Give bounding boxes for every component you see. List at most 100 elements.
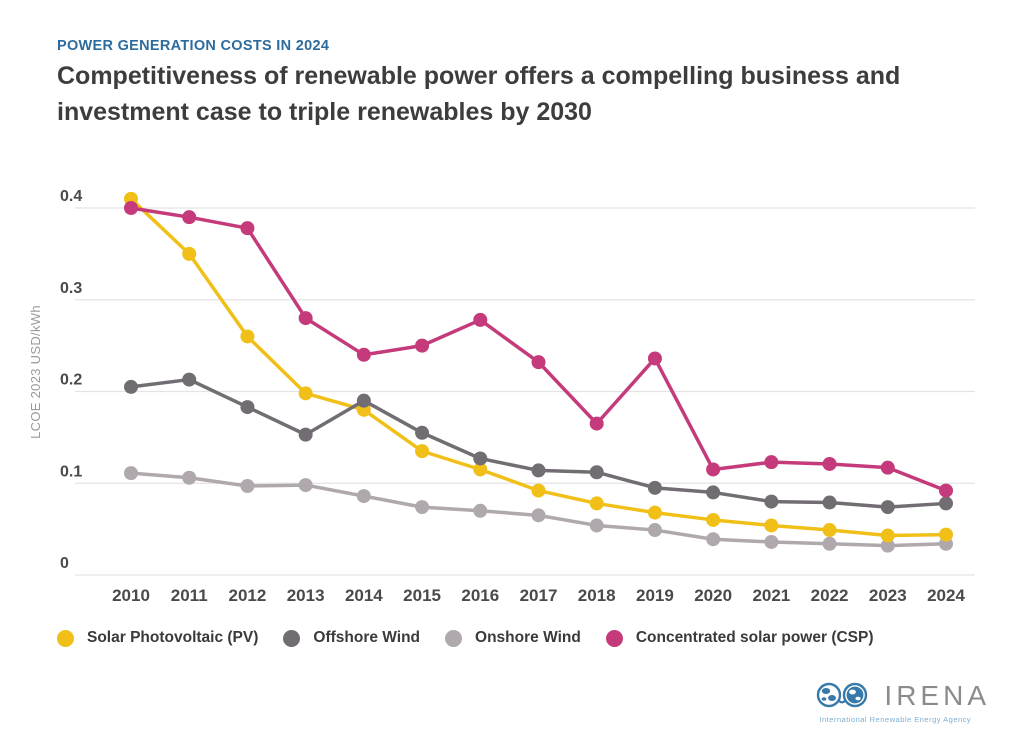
series-point-offshore-wind	[939, 496, 953, 511]
series-point-solar-photovoltaic-pv	[880, 528, 895, 543]
x-tick-label: 2021	[752, 586, 790, 605]
x-tick-label: 2014	[345, 586, 383, 605]
x-tick-label: 2018	[578, 586, 616, 605]
x-tick-label: 2010	[112, 586, 150, 605]
x-tick-label: 2023	[869, 586, 907, 605]
page-title: Competitiveness of renewable power offer…	[57, 58, 977, 130]
series-point-solar-photovoltaic-pv	[706, 512, 721, 527]
legend-item-onshore-wind: Onshore Wind	[445, 629, 581, 647]
x-tick-label: 2019	[636, 586, 674, 605]
legend-label-solar-photovoltaic-pv: Solar Photovoltaic (PV)	[87, 629, 259, 646]
series-point-offshore-wind	[822, 495, 837, 510]
series-point-offshore-wind	[647, 480, 662, 495]
series-point-onshore-wind	[647, 523, 662, 538]
series-point-concentrated-solar-power-csp	[124, 201, 138, 215]
series-point-onshore-wind	[415, 500, 430, 515]
series-point-offshore-wind	[589, 465, 604, 480]
series-point-onshore-wind	[240, 479, 255, 494]
series-point-solar-photovoltaic-pv	[764, 518, 779, 533]
series-point-offshore-wind	[298, 427, 313, 442]
y-axis-title: LCOE 2023 USD/kWh	[28, 305, 43, 439]
series-point-onshore-wind	[182, 470, 197, 485]
series-point-offshore-wind	[240, 400, 255, 415]
series-point-onshore-wind	[298, 478, 313, 493]
x-tick-label: 2022	[811, 586, 849, 605]
irena-globes-icon	[817, 682, 868, 708]
series-point-onshore-wind	[764, 534, 779, 549]
legend-label-offshore-wind: Offshore Wind	[313, 629, 421, 646]
series-point-solar-photovoltaic-pv	[647, 505, 662, 520]
series-point-solar-photovoltaic-pv	[182, 246, 197, 261]
series-point-solar-photovoltaic-pv	[415, 444, 430, 459]
legend-item-offshore-wind: Offshore Wind	[283, 629, 420, 647]
series-point-onshore-wind	[356, 489, 371, 504]
lcoe-line-chart: 0 0.1 0.2 0.3 0.4 2010 2011 2012 2013 2014 2015 201…	[28, 188, 975, 605]
series-line-concentrated-solar-power-csp	[130, 206, 947, 493]
x-tick-label: 2020	[694, 586, 732, 605]
series-point-solar-photovoltaic-pv	[589, 496, 604, 511]
legend-dot-concentrated-solar-power-csp	[605, 629, 623, 647]
series-point-offshore-wind	[356, 393, 371, 408]
series-point-offshore-wind	[880, 500, 895, 515]
y-tick-label: 0.1	[60, 463, 82, 480]
x-tick-label: 2017	[520, 586, 558, 605]
series-point-solar-photovoltaic-pv	[939, 527, 953, 542]
title-line-2: investment case to triple renewables by …	[57, 98, 592, 126]
x-tick-label: 2012	[229, 586, 267, 605]
series-point-concentrated-solar-power-csp	[880, 460, 895, 475]
series-point-offshore-wind	[124, 379, 138, 394]
series-point-concentrated-solar-power-csp	[356, 347, 371, 362]
series-point-onshore-wind	[124, 466, 138, 481]
series-point-solar-photovoltaic-pv	[473, 462, 488, 477]
y-tick-label: 0.2	[60, 372, 82, 389]
series-point-onshore-wind	[822, 536, 837, 551]
series-point-offshore-wind	[182, 372, 197, 387]
x-tick-label: 2016	[461, 586, 499, 605]
series-point-concentrated-solar-power-csp	[415, 338, 430, 353]
series-point-solar-photovoltaic-pv	[298, 386, 313, 401]
series-point-offshore-wind	[415, 425, 430, 440]
legend-label-onshore-wind: Onshore Wind	[475, 629, 581, 646]
x-tick-label: 2015	[403, 586, 441, 605]
series-point-concentrated-solar-power-csp	[822, 456, 837, 471]
x-tick-label: 2013	[287, 586, 325, 605]
y-tick-label: 0	[60, 555, 69, 572]
series-point-concentrated-solar-power-csp	[298, 311, 313, 326]
series-point-solar-photovoltaic-pv	[531, 483, 546, 498]
x-tick-label: 2011	[171, 586, 208, 605]
series-point-concentrated-solar-power-csp	[240, 221, 255, 236]
series-point-concentrated-solar-power-csp	[939, 483, 953, 498]
legend-label-concentrated-solar-power-csp: Concentrated solar power (CSP)	[635, 629, 874, 646]
chart-legend: Solar Photovoltaic (PV) Offshore Wind Onsh…	[57, 629, 1004, 647]
series-point-onshore-wind	[473, 503, 488, 518]
series-point-concentrated-solar-power-csp	[647, 351, 662, 366]
irena-logo: IRENA International Renewable Energy Age…	[815, 680, 990, 724]
legend-item-solar-photovoltaic-pv: Solar Photovoltaic (PV)	[57, 629, 258, 647]
report-eyebrow: POWER GENERATION COSTS IN 2024	[57, 38, 330, 54]
y-tick-label: 0.3	[60, 280, 82, 297]
series-point-concentrated-solar-power-csp	[764, 455, 779, 470]
series-point-concentrated-solar-power-csp	[182, 210, 197, 225]
series-point-concentrated-solar-power-csp	[589, 416, 604, 431]
legend-item-concentrated-solar-power-csp: Concentrated solar power (CSP)	[605, 629, 874, 647]
irena-wordmark: IRENA	[884, 680, 990, 711]
series-point-onshore-wind	[880, 538, 895, 553]
series-point-concentrated-solar-power-csp	[706, 462, 721, 477]
series-point-offshore-wind	[764, 494, 779, 509]
title-line-1: Competitiveness of renewable power offer…	[57, 62, 901, 90]
series-point-onshore-wind	[706, 532, 721, 547]
legend-dot-onshore-wind	[445, 629, 463, 647]
series-point-solar-photovoltaic-pv	[240, 329, 255, 344]
series-point-concentrated-solar-power-csp	[531, 355, 546, 370]
series-point-solar-photovoltaic-pv	[822, 523, 837, 538]
series-point-concentrated-solar-power-csp	[473, 312, 488, 327]
irena-tagline: International Renewable Energy Agency	[819, 715, 972, 724]
series-point-offshore-wind	[706, 485, 721, 500]
legend-dot-offshore-wind	[283, 629, 301, 647]
x-tick-label: 2024	[927, 586, 965, 605]
series-point-onshore-wind	[531, 508, 546, 523]
legend-dot-solar-photovoltaic-pv	[57, 629, 74, 647]
series-point-offshore-wind	[531, 463, 546, 478]
series-point-onshore-wind	[589, 518, 604, 533]
series-point-offshore-wind	[473, 451, 488, 466]
